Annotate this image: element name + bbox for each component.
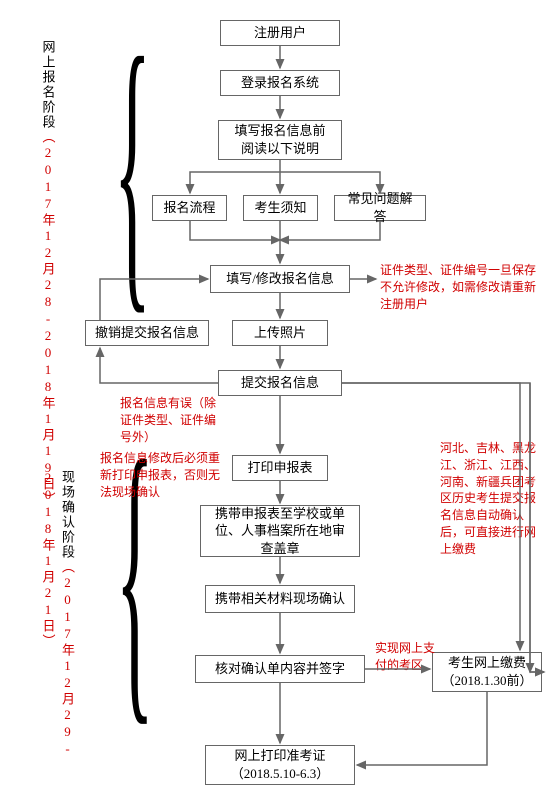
phase-1-label: 网上报名阶段（2017年12月28-2018年1月19日） — [38, 40, 58, 507]
node-read-intro: 填写报名信息前 阅读以下说明 — [218, 120, 342, 160]
node-register: 注册用户 — [220, 20, 340, 46]
phase-1-black: 网上报名阶段 — [41, 40, 56, 130]
node-revoke-submit: 撤销提交报名信息 — [85, 320, 209, 346]
note-info-error: 报名信息有误（除证件类型、证件编号外） — [120, 395, 220, 445]
note-reprint: 报名信息修改后必须重新打印申报表，否则无法现场确认 — [100, 450, 225, 500]
node-login: 登录报名系统 — [220, 70, 340, 96]
node-online-pay: 考生网上缴费 （2018.1.30前） — [432, 652, 542, 692]
node-stamp: 携带申报表至学校或单位、人事档案所在地审查盖章 — [200, 505, 360, 557]
node-submit-info: 提交报名信息 — [218, 370, 342, 396]
node-faq: 常见问题解答 — [334, 195, 426, 221]
phase-1-red: （2017年12月28-2018年1月19日） — [41, 130, 56, 507]
node-print-admit: 网上打印准考证 （2018.5.10-6.3） — [205, 745, 355, 785]
phase-2-black: 现场确认阶段 — [60, 470, 75, 560]
note-pay-region: 实现网上支付的考区 — [375, 640, 440, 674]
node-upload-photo: 上传照片 — [232, 320, 328, 346]
node-verify-sign: 核对确认单内容并签字 — [195, 655, 365, 683]
node-print-declare: 打印申报表 — [232, 455, 328, 481]
node-onsite-confirm: 携带相关材料现场确认 — [205, 585, 355, 613]
node-process: 报名流程 — [152, 195, 227, 221]
node-candidate-notice: 考生须知 — [243, 195, 318, 221]
node-fill-modify: 填写/修改报名信息 — [210, 265, 350, 293]
phase-2-label: 现场确认阶段（2017年12月29-2018年1月21日） — [38, 470, 77, 805]
brace-phase-1: { — [114, 0, 151, 346]
note-cert-lock: 证件类型、证件编号一旦保存不允许修改，如需修改请重新注册用户 — [380, 262, 540, 312]
note-auto-confirm: 河北、吉林、黑龙江、浙江、江西、河南、新疆兵团考区历史考生提交报名信息自动确认后… — [440, 440, 540, 558]
